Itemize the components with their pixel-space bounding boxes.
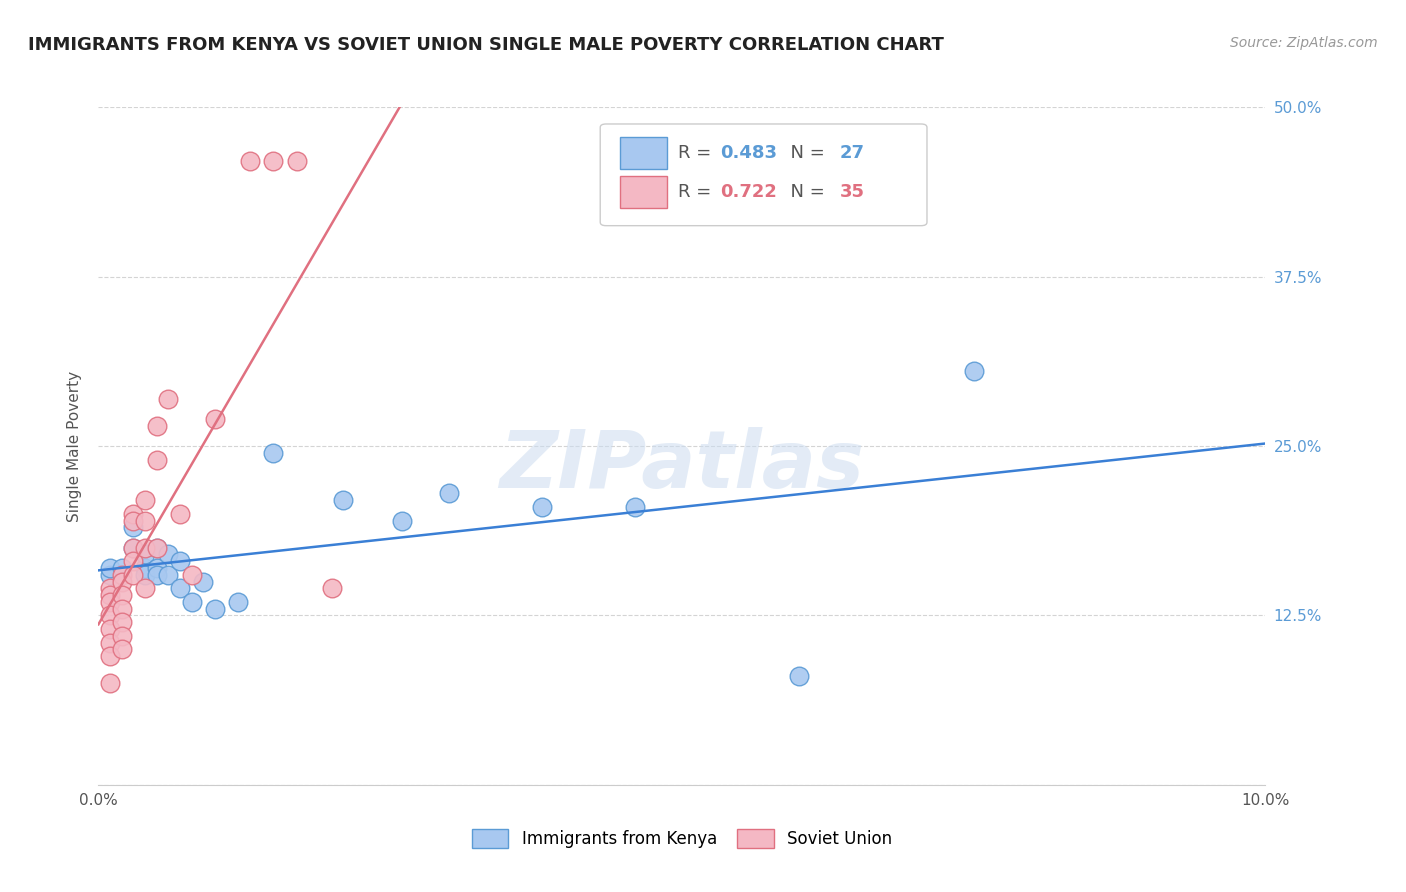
Point [134, 493, 156, 508]
Point [98, 582, 121, 596]
Point [624, 500, 647, 514]
Text: Source: ZipAtlas.com: Source: ZipAtlas.com [1230, 36, 1378, 50]
Point [122, 567, 145, 582]
Point [111, 629, 134, 643]
Point [157, 548, 180, 562]
Y-axis label: Single Male Poverty: Single Male Poverty [67, 370, 83, 522]
Point [193, 574, 215, 589]
Point [169, 507, 191, 521]
Point [98, 608, 121, 623]
Text: R =: R = [679, 145, 717, 162]
Point [332, 493, 354, 508]
Point [204, 412, 226, 426]
Text: N =: N = [779, 145, 831, 162]
Point [962, 364, 984, 378]
Point [122, 541, 145, 555]
Point [98, 622, 121, 636]
Point [787, 669, 810, 683]
Point [239, 154, 262, 169]
Point [391, 514, 413, 528]
Point [180, 595, 202, 609]
Point [111, 601, 134, 615]
Point [146, 561, 169, 575]
Point [98, 561, 121, 575]
Point [111, 588, 134, 602]
Text: 35: 35 [839, 183, 865, 201]
Text: 0.722: 0.722 [720, 183, 778, 201]
Point [262, 446, 284, 460]
Point [157, 567, 180, 582]
Point [228, 595, 250, 609]
Text: ZIPatlas: ZIPatlas [499, 427, 865, 506]
Point [111, 561, 134, 575]
Point [180, 567, 202, 582]
Point [98, 676, 121, 690]
Point [111, 642, 134, 657]
Point [204, 601, 226, 615]
Point [122, 520, 145, 534]
Point [111, 574, 134, 589]
Point [530, 500, 553, 514]
Point [169, 582, 191, 596]
Text: IMMIGRANTS FROM KENYA VS SOVIET UNION SINGLE MALE POVERTY CORRELATION CHART: IMMIGRANTS FROM KENYA VS SOVIET UNION SI… [28, 36, 943, 54]
Point [146, 452, 169, 467]
Point [321, 582, 343, 596]
Text: 0.483: 0.483 [720, 145, 778, 162]
Point [134, 541, 156, 555]
FancyBboxPatch shape [620, 136, 666, 169]
Point [122, 554, 145, 568]
Point [122, 514, 145, 528]
Point [134, 514, 156, 528]
Point [285, 154, 308, 169]
Point [98, 649, 121, 664]
Text: 27: 27 [839, 145, 865, 162]
Point [157, 392, 180, 406]
Point [111, 615, 134, 630]
Text: N =: N = [779, 183, 831, 201]
Point [98, 595, 121, 609]
Point [134, 548, 156, 562]
Point [146, 541, 169, 555]
Text: R =: R = [679, 183, 717, 201]
Point [134, 567, 156, 582]
Point [111, 567, 134, 582]
Point [146, 567, 169, 582]
Point [262, 154, 284, 169]
Point [122, 541, 145, 555]
Point [98, 567, 121, 582]
Point [437, 486, 460, 500]
Point [98, 588, 121, 602]
Point [134, 582, 156, 596]
Legend: Immigrants from Kenya, Soviet Union: Immigrants from Kenya, Soviet Union [465, 822, 898, 855]
Point [146, 418, 169, 433]
Point [122, 507, 145, 521]
FancyBboxPatch shape [600, 124, 927, 226]
Point [146, 541, 169, 555]
Point [98, 635, 121, 649]
Point [134, 561, 156, 575]
Point [169, 554, 191, 568]
FancyBboxPatch shape [620, 176, 666, 208]
